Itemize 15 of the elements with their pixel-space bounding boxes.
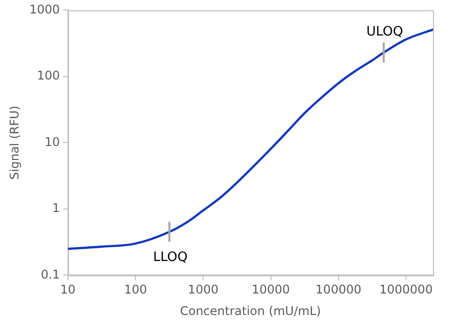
annotation: ULOQ bbox=[366, 24, 404, 40]
x-tick-label: 1000000 bbox=[379, 282, 433, 297]
y-tick-label: 1000 bbox=[29, 2, 60, 16]
x-axis-title: Concentration (mU/mL) bbox=[180, 304, 321, 318]
y-tick-label: 1 bbox=[52, 201, 60, 216]
x-tick-label: 10 bbox=[60, 282, 76, 297]
y-axis-title: Signal (RFU) bbox=[7, 106, 22, 180]
x-tick-label: 100000 bbox=[316, 282, 362, 297]
y-tick-label: 0.1 bbox=[40, 267, 60, 282]
y-tick-label: 10 bbox=[44, 134, 60, 149]
y-tick-label: 100 bbox=[37, 68, 60, 83]
x-tick-label: 10000 bbox=[252, 282, 290, 297]
annotation: LLOQ bbox=[153, 250, 188, 265]
x-tick-label: 1000 bbox=[188, 282, 218, 297]
x-tick-label: 100 bbox=[124, 282, 148, 297]
